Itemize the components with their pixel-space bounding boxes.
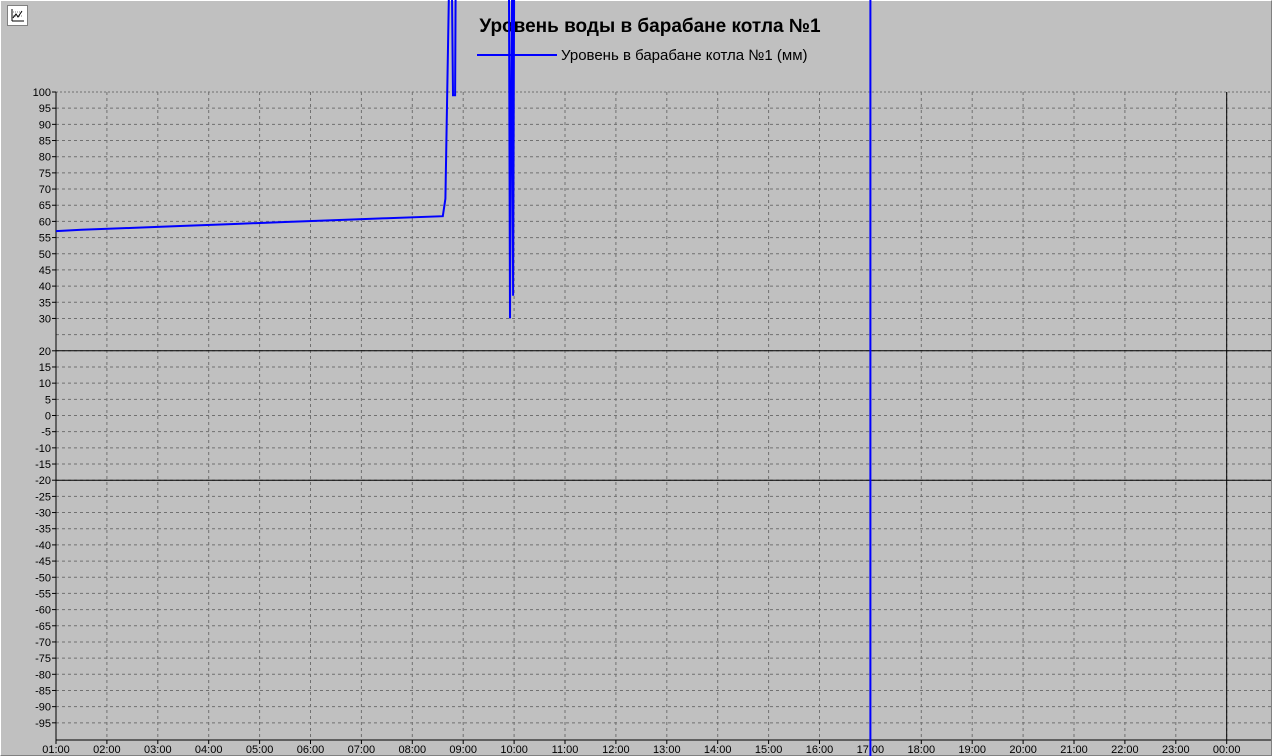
legend-series-label: Уровень в барабане котла №1 (мм): [561, 46, 808, 64]
x-tick-label: 20:00: [1009, 744, 1037, 756]
chart-grid: [55, 91, 1271, 740]
x-tick-label: 14:00: [704, 744, 732, 756]
y-tick-label: 85: [39, 136, 51, 148]
y-tick-label: 50: [39, 249, 51, 261]
x-tick-label: 22:00: [1111, 744, 1139, 756]
y-tick-label: -60: [35, 605, 51, 617]
y-tick-label: -65: [35, 621, 51, 633]
y-tick-label: 60: [39, 216, 51, 228]
x-tick-label: 02:00: [93, 744, 121, 756]
y-tick-label: -25: [35, 491, 51, 503]
x-tick-label: 15:00: [755, 744, 783, 756]
y-tick-label: -95: [35, 718, 51, 730]
y-tick-label: 5: [45, 394, 51, 406]
y-tick-label: 65: [39, 200, 51, 212]
y-tick-label: 15: [39, 362, 51, 374]
chart-settings-icon[interactable]: [7, 5, 28, 26]
x-tick-label: 11:00: [552, 744, 579, 756]
x-tick-label: 19:00: [958, 744, 986, 756]
chart-legend: Уровень в барабане котла №1 (мм): [477, 45, 808, 65]
x-tick-label: 18:00: [908, 744, 936, 756]
x-tick-label: 21:00: [1060, 744, 1088, 756]
x-tick-label: 23:00: [1162, 744, 1190, 756]
y-tick-label: -5: [41, 427, 51, 439]
y-tick-label: 10: [39, 378, 51, 390]
y-tick-label: 90: [39, 119, 51, 131]
chart-title: Уровень воды в барабане котла №1: [479, 16, 821, 37]
y-tick-label: -55: [35, 588, 51, 600]
series-line: [56, 0, 516, 319]
y-tick-label: 30: [39, 313, 51, 325]
y-tick-label: -35: [35, 524, 51, 536]
x-tick-label: 09:00: [449, 744, 477, 756]
y-tick-label: -40: [35, 540, 51, 552]
y-tick-label: -15: [35, 459, 51, 471]
x-tick-label: 08:00: [399, 744, 427, 756]
y-tick-label: 100: [33, 87, 51, 99]
x-tick-label: 10:00: [500, 744, 528, 756]
y-tick-label: -20: [35, 475, 51, 487]
x-tick-label: 16:00: [806, 744, 834, 756]
x-tick-label: 00:00: [1213, 744, 1241, 756]
y-tick-label: 20: [39, 346, 51, 358]
chart-axes: 100959085807570656055504540353020151050-…: [33, 87, 1271, 756]
x-tick-label: 01:00: [42, 744, 70, 756]
y-tick-label: -45: [35, 556, 51, 568]
y-tick-label: 80: [39, 152, 51, 164]
y-tick-label: 40: [39, 281, 51, 293]
y-tick-label: -80: [35, 669, 51, 681]
x-tick-label: 07:00: [348, 744, 376, 756]
y-tick-label: -75: [35, 653, 51, 665]
y-tick-label: -30: [35, 508, 51, 520]
x-tick-label: 13:00: [653, 744, 681, 756]
y-tick-label: 0: [45, 411, 51, 423]
x-tick-label: 03:00: [144, 744, 172, 756]
x-tick-label: 12:00: [602, 744, 630, 756]
y-tick-label: 45: [39, 265, 51, 277]
chart-series: [56, 0, 872, 756]
y-tick-label: 95: [39, 103, 51, 115]
x-tick-label: 06:00: [297, 744, 325, 756]
legend-series-swatch: [477, 54, 557, 56]
x-tick-label: 05:00: [246, 744, 274, 756]
y-tick-label: -10: [35, 443, 51, 455]
y-tick-label: 75: [39, 168, 51, 180]
y-tick-label: -50: [35, 572, 51, 584]
y-tick-label: 35: [39, 297, 51, 309]
y-tick-label: 55: [39, 233, 51, 245]
y-tick-label: -70: [35, 637, 51, 649]
y-tick-label: 70: [39, 184, 51, 196]
y-tick-label: -90: [35, 702, 51, 714]
x-tick-label: 04:00: [195, 744, 223, 756]
y-tick-label: -85: [35, 685, 51, 697]
